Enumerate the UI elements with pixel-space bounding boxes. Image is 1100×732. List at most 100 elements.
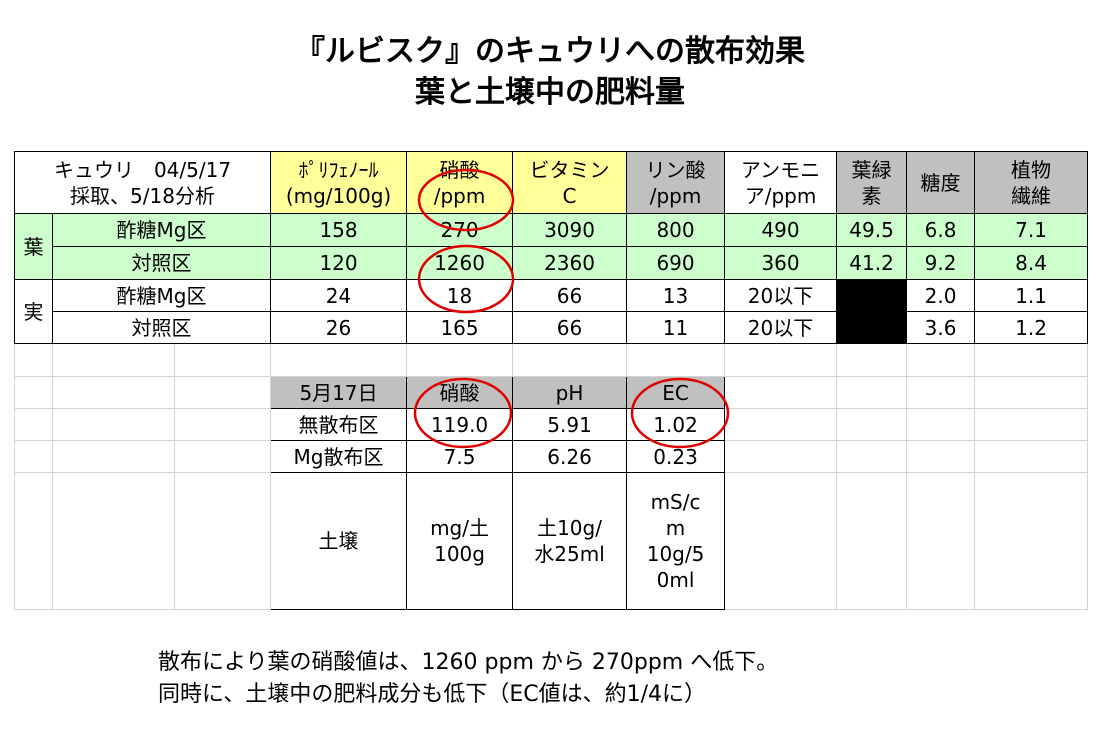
empty-cell [836, 472, 908, 610]
empty-cell [906, 343, 976, 377]
cell-polyphenol: 120 [270, 246, 408, 280]
unit-line: 土10g/ [537, 516, 602, 540]
soil-unit-nitrate: mg/土 100g [406, 472, 514, 610]
empty-cell [270, 343, 408, 377]
soil-row-unsprayed: 無散布区 119.0 5.91 1.02 [14, 408, 1089, 441]
empty-cell [14, 376, 53, 409]
header-vitamin-c: ビタミン C [512, 151, 628, 214]
corner-line2: 採取、5/18分析 [70, 183, 215, 208]
soil-cell-ec: 1.02 [626, 408, 726, 441]
empty-cell [724, 408, 838, 441]
header-phosphate: リン酸 /ppm [626, 151, 726, 214]
group-label-leaf: 葉 [14, 213, 53, 280]
empty-cell [906, 376, 976, 409]
header-ammonia-line1: アンモニ [740, 157, 821, 182]
cell-chlorophyll: 49.5 [836, 213, 908, 247]
empty-cell [906, 440, 976, 473]
soil-header-ph: pH [512, 376, 628, 409]
cell-sugar: 6.8 [906, 213, 976, 247]
cell-phosphate: 11 [626, 311, 726, 344]
spacer-row [14, 343, 1089, 377]
cell-ammonia: 360 [724, 246, 838, 280]
unit-line: 100g [434, 542, 485, 566]
cell-phosphate: 800 [626, 213, 726, 247]
empty-cell [836, 408, 908, 441]
empty-cell [724, 376, 838, 409]
empty-cell [173, 376, 272, 409]
empty-cell [52, 408, 175, 441]
cell-fiber: 7.1 [974, 213, 1089, 247]
header-vitamin-c-line2: C [562, 183, 577, 208]
empty-cell [724, 440, 838, 473]
header-phosphate-line2: /ppm [649, 183, 702, 208]
cell-polyphenol: 24 [270, 279, 408, 312]
empty-cell [52, 472, 175, 610]
cell-phosphate: 13 [626, 279, 726, 312]
cell-vitamin-c: 66 [512, 311, 628, 344]
header-phosphate-line1: リン酸 [645, 157, 706, 182]
soil-cell-nitrate: 7.5 [406, 440, 514, 473]
empty-cell [836, 440, 908, 473]
soil-header-date: 5月17日 [270, 376, 408, 409]
empty-cell [52, 440, 175, 473]
soil-row-label: 無散布区 [270, 408, 408, 441]
cell-ammonia: 20以下 [724, 279, 838, 312]
row-label: 対照区 [51, 246, 272, 280]
header-sugar-line1: 糖度 [920, 170, 961, 195]
header-fiber-line2: 繊維 [1011, 183, 1052, 208]
empty-cell [14, 343, 53, 377]
header-fiber: 植物 繊維 [974, 151, 1089, 214]
cell-sugar: 9.2 [906, 246, 976, 280]
slide-title-line2: 葉と土壌中の肥料量 [415, 75, 685, 110]
soil-header-nitrate: 硝酸 [406, 376, 514, 409]
empty-cell [974, 343, 1089, 377]
group-label-fruit: 実 [14, 279, 53, 344]
soil-units-row: 土壌 mg/土 100g 土10g/ 水25ml mS/c m 10g/5 0m… [14, 472, 1089, 610]
soil-cell-ph: 5.91 [512, 408, 628, 441]
corner-line1: キュウリ 04/5/17 [53, 157, 232, 182]
cell-sugar: 3.6 [906, 311, 976, 344]
empty-cell [52, 376, 175, 409]
leaf-row-treated: 葉 酢糖Mg区 158 270 3090 800 490 49.5 6.8 7.… [14, 213, 1089, 280]
row-label: 酢糖Mg区 [51, 213, 272, 247]
soil-cell-ph: 6.26 [512, 440, 628, 473]
soil-row-sprayed: Mg散布区 7.5 6.26 0.23 [14, 440, 1089, 473]
cell-fiber: 8.4 [974, 246, 1089, 280]
empty-cell [974, 472, 1089, 610]
leaf-row-control: 対照区 120 1260 2360 690 360 41.2 9.2 8.4 [14, 246, 1089, 280]
row-label: 酢糖Mg区 [51, 279, 272, 312]
empty-cell [974, 440, 1089, 473]
empty-cell [724, 343, 838, 377]
cell-nitrate: 165 [406, 311, 514, 344]
empty-cell [974, 376, 1089, 409]
slide-title-line1: 『ルビスク』のキュウリへの散布効果 [295, 34, 805, 69]
cell-fiber: 1.1 [974, 279, 1089, 312]
cell-sugar: 2.0 [906, 279, 976, 312]
empty-cell [14, 408, 53, 441]
cell-polyphenol: 158 [270, 213, 408, 247]
cell-nitrate: 1260 [406, 246, 514, 280]
soil-row-label: Mg散布区 [270, 440, 408, 473]
empty-cell [173, 408, 272, 441]
cell-phosphate: 690 [626, 246, 726, 280]
empty-cell [626, 343, 726, 377]
unit-line: 水25ml [534, 542, 605, 566]
cell-chlorophyll: 41.2 [836, 246, 908, 280]
row-label: 対照区 [51, 311, 272, 344]
soil-table-header-row: 5月17日 硝酸 pH EC [14, 376, 1089, 409]
cell-ammonia: 20以下 [724, 311, 838, 344]
empty-cell [14, 472, 53, 610]
soil-unit-ec: mS/c m 10g/5 0ml [626, 472, 726, 610]
empty-cell [14, 440, 53, 473]
unit-line: mS/c [650, 490, 701, 514]
header-vitamin-c-line1: ビタミン [529, 157, 610, 182]
cell-nitrate: 270 [406, 213, 514, 247]
soil-cell-ec: 0.23 [626, 440, 726, 473]
soil-cell-nitrate: 119.0 [406, 408, 514, 441]
header-fiber-line1: 植物 [1011, 157, 1052, 182]
fruit-row-control: 対照区 26 165 66 11 20以下 3.6 1.2 [15, 311, 1089, 344]
cell-vitamin-c: 2360 [512, 246, 628, 280]
empty-cell [173, 343, 272, 377]
header-chlorophyll: 葉緑 素 [836, 151, 908, 214]
soil-header-ec: EC [626, 376, 726, 409]
